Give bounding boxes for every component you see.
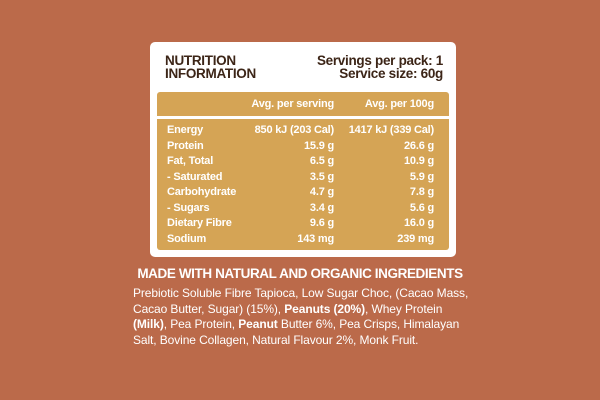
nutrient-label: Sodium <box>167 233 207 246</box>
ingredients-text: Prebiotic Soluble Fibre Tapioca, Low Sug… <box>133 286 469 349</box>
table-body: Energy 850 kJ (203 Cal) 1417 kJ (339 Cal) P… <box>157 119 449 250</box>
ingredients-line: Prebiotic Soluble Fibre Tapioca, Low Sug… <box>133 286 469 302</box>
table-row: - Sugars 3.4 g 5.6 g <box>157 200 449 216</box>
nutrient-label: - Sugars <box>167 201 210 214</box>
nutrition-panel: NUTRITION INFORMATION Servings per pack:… <box>150 42 456 257</box>
table-row: Protein 15.9 g 26.6 g <box>157 138 449 154</box>
table-row: Dietary Fibre 9.6 g 16.0 g <box>157 216 449 232</box>
serving-info: Servings per pack: 1 Service size: 60g <box>316 53 443 81</box>
ingredients-heading: MADE WITH NATURAL AND ORGANIC INGREDIENT… <box>137 266 463 281</box>
table-row: Energy 850 kJ (203 Cal) 1417 kJ (339 Cal) <box>157 122 449 138</box>
column-header-per-serving: Avg. per serving <box>251 98 334 110</box>
value-per-serving: 9.6 g <box>309 217 334 230</box>
value-per-serving: 850 kJ (203 Cal) <box>254 123 335 136</box>
table-row: Carbohydrate 4.7 g 7.8 g <box>157 185 449 201</box>
panel-title-line1: NUTRITION <box>165 53 236 68</box>
ingredient-segment: , Pea Protein, <box>163 317 239 331</box>
ingredients-line: (Milk), Pea Protein, Peanut Butter 6%, P… <box>133 317 467 333</box>
value-per-100g: 10.9 g <box>404 155 434 168</box>
ingredients-section: MADE WITH NATURAL AND ORGANIC INGREDIENT… <box>0 266 600 348</box>
table-row: - Saturated 3.5 g 5.9 g <box>157 169 449 185</box>
nutrient-label: Fat, Total <box>167 155 214 168</box>
ingredient-segment: Prebiotic Soluble Fibre Tapioca, Low Sug… <box>133 286 469 300</box>
ingredients-line: Salt, Bovine Collagen, Natural Flavour 2… <box>133 333 467 349</box>
column-header-per-100g: Avg. per 100g <box>364 98 434 110</box>
table-row: Sodium 143 mg 239 mg <box>157 231 449 247</box>
ingredient-segment: Salt, Bovine Collagen, Natural Flavour 2… <box>133 332 419 347</box>
service-size: Service size: 60g <box>339 66 443 81</box>
nutrient-label: Protein <box>167 139 204 152</box>
table-row: Fat, Total 6.5 g 10.9 g <box>157 153 449 169</box>
panel-title-line2: INFORMATION <box>165 66 256 81</box>
ingredient-segment: Butter 6%, Pea Crisps, Himalayan <box>277 317 460 331</box>
ingredients-line: Cacao Butter, Sugar) (15%), Peanuts (20%… <box>133 302 467 318</box>
table-header-row: Avg. per serving Avg. per 100g <box>157 92 449 119</box>
value-per-100g: 7.8 g <box>409 186 434 199</box>
panel-title: NUTRITION INFORMATION <box>165 53 256 81</box>
nutrient-label: Energy <box>167 123 204 136</box>
panel-header: NUTRITION INFORMATION Servings per pack:… <box>157 49 449 81</box>
value-per-100g: 5.9 g <box>409 170 434 183</box>
value-per-100g: 26.6 g <box>404 139 434 152</box>
value-per-serving: 4.7 g <box>309 186 334 199</box>
value-per-100g: 1417 kJ (339 Cal) <box>348 123 434 136</box>
nutrition-table: Avg. per serving Avg. per 100g Energy 850… <box>157 92 449 250</box>
value-per-serving: 143 mg <box>297 233 334 246</box>
nutrient-label: Carbohydrate <box>167 186 237 199</box>
servings-per-pack: Servings per pack: 1 <box>316 53 443 68</box>
value-per-100g: 16.0 g <box>404 217 434 230</box>
ingredient-allergen: Peanuts (20%) <box>284 301 366 316</box>
value-per-100g: 239 mg <box>397 233 434 246</box>
ingredient-segment: , Whey Protein <box>365 301 443 316</box>
value-per-serving: 3.5 g <box>309 170 334 183</box>
ingredient-allergen: Peanut <box>238 317 278 331</box>
value-per-serving: 6.5 g <box>309 155 334 168</box>
ingredient-allergen: (Milk) <box>133 317 164 331</box>
nutrient-label: Dietary Fibre <box>167 217 232 230</box>
ingredient-segment: Cacao Butter, Sugar) (15%), <box>133 301 285 316</box>
nutrient-label: - Saturated <box>167 170 223 183</box>
value-per-serving: 3.4 g <box>309 201 334 214</box>
value-per-serving: 15.9 g <box>304 139 334 152</box>
value-per-100g: 5.6 g <box>409 201 434 214</box>
